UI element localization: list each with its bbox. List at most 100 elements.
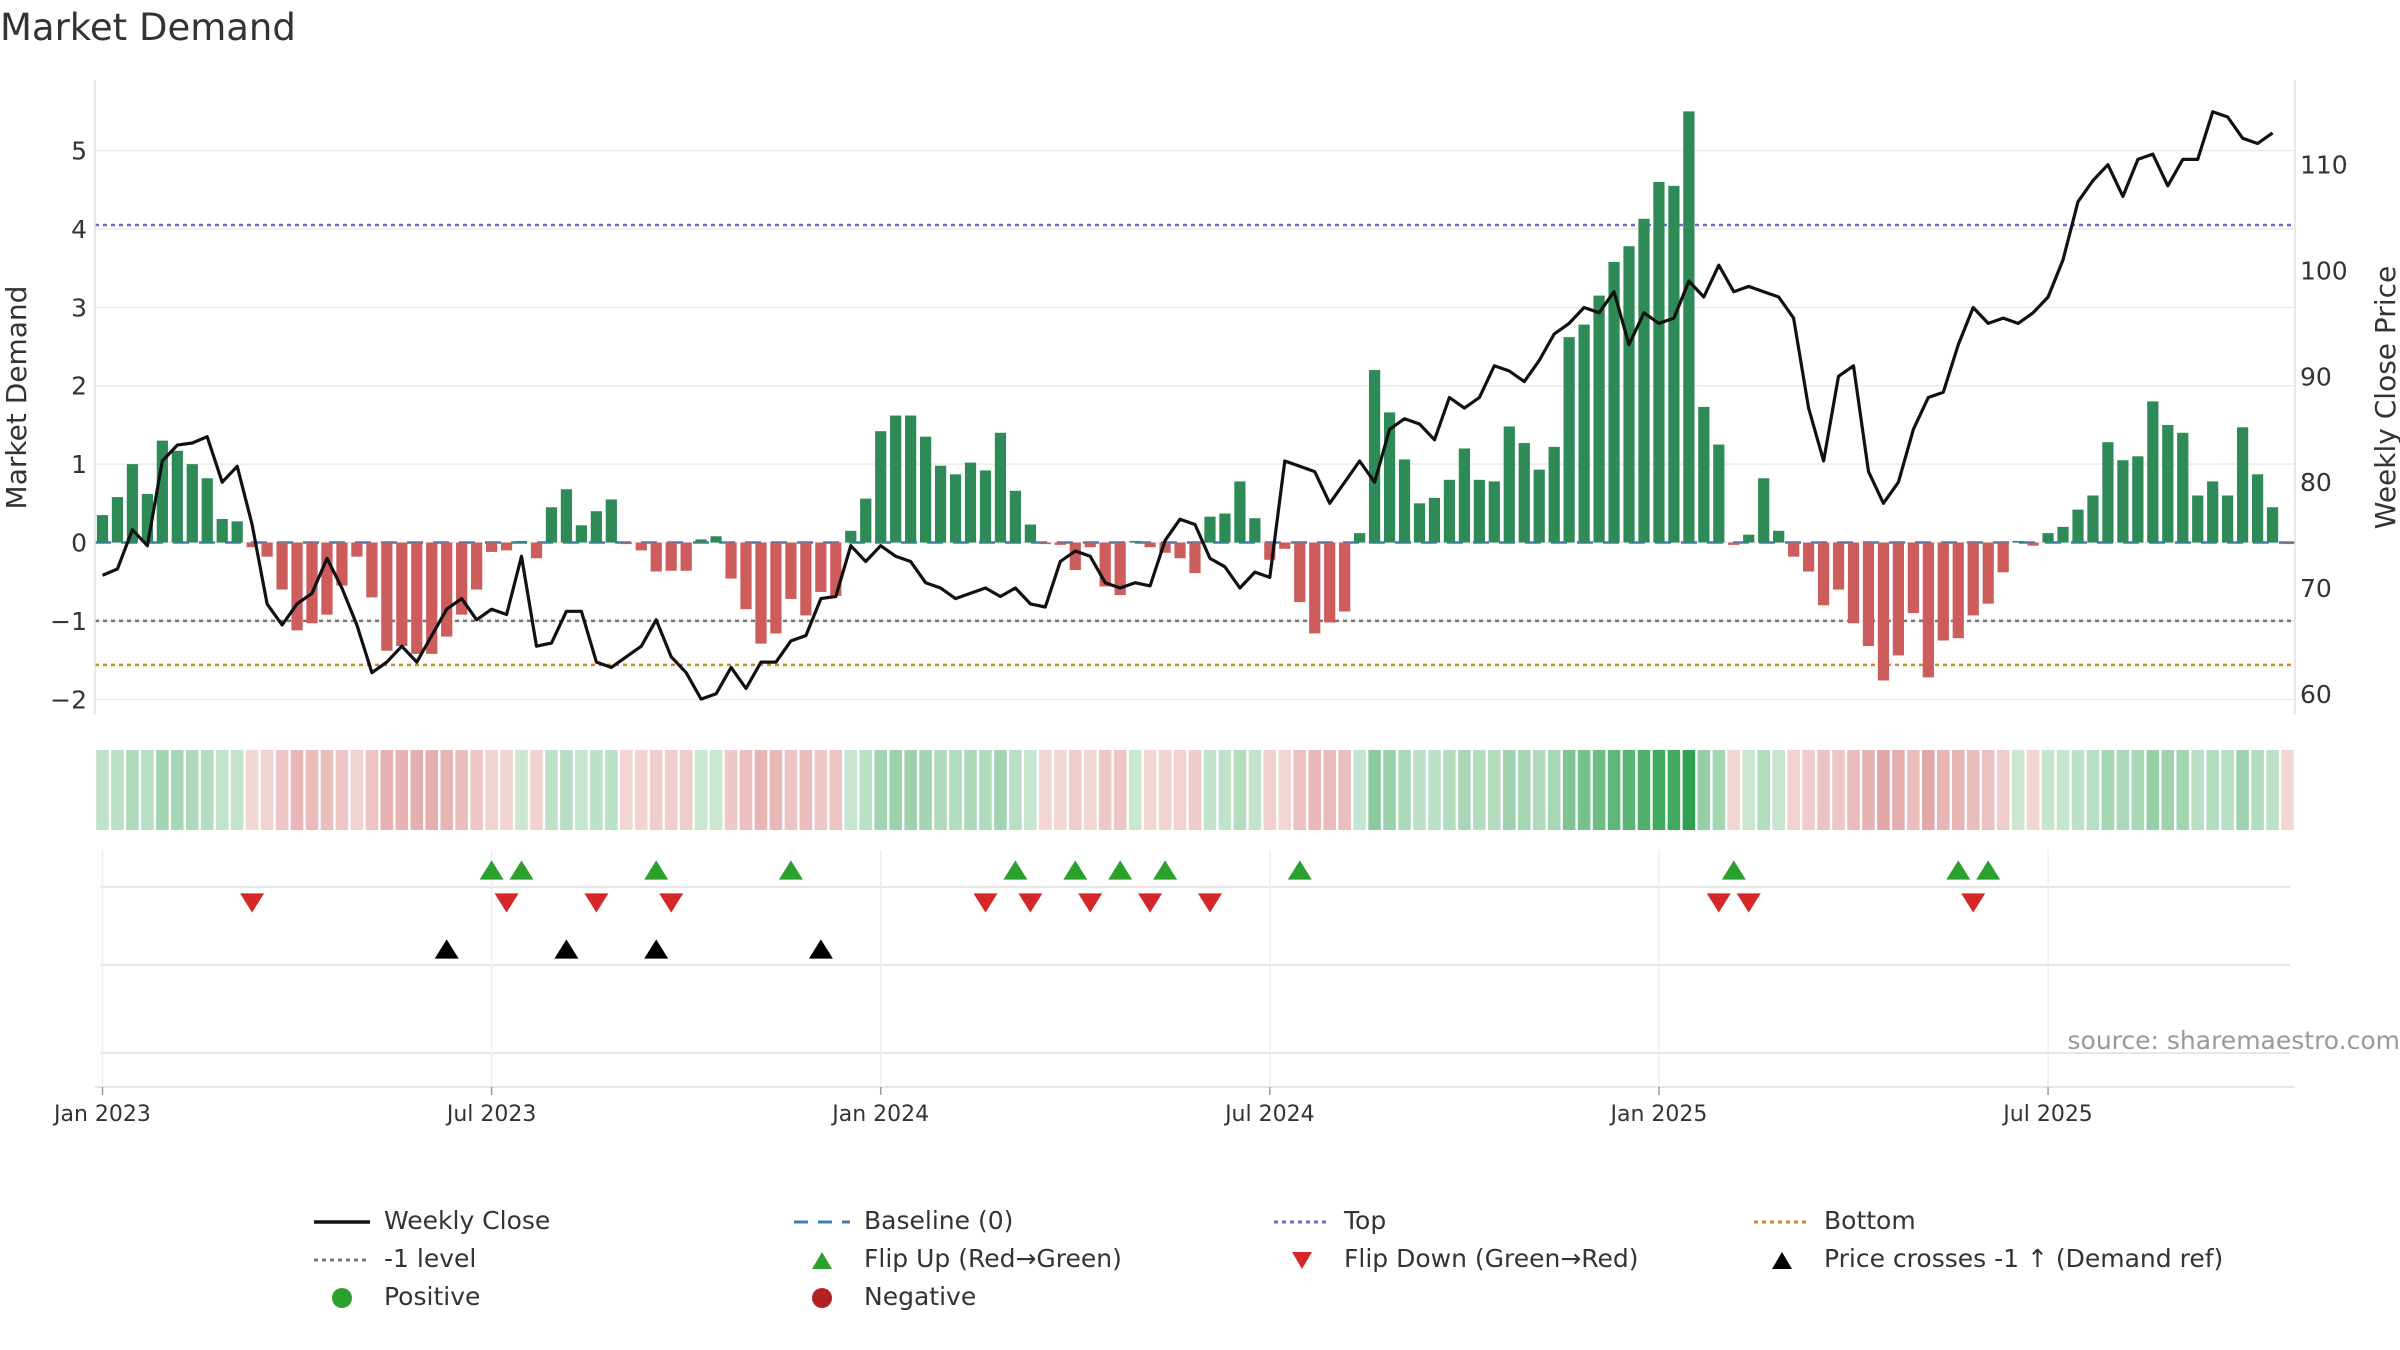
demand-bar xyxy=(1847,542,1860,624)
flip-up-marker xyxy=(1003,860,1028,880)
heat-cell xyxy=(2086,750,2100,830)
heat-cell xyxy=(290,750,304,830)
heat-cell xyxy=(560,750,573,830)
heat-cell xyxy=(1323,750,1336,830)
demand-bar xyxy=(1593,295,1605,543)
y-right-tick-label: 100 xyxy=(2300,257,2348,286)
demand-bar xyxy=(381,542,393,651)
demand-bar xyxy=(620,542,632,545)
price-cross-marker xyxy=(808,939,833,959)
demand-bar xyxy=(456,542,468,615)
demand-bar xyxy=(2281,542,2294,545)
demand-bar xyxy=(2266,507,2279,543)
demand-bar xyxy=(1039,542,1051,545)
heat-cell xyxy=(410,750,424,830)
heat-cell xyxy=(335,750,349,830)
legend-label: Flip Down (Green→Red) xyxy=(1344,1244,1639,1273)
demand-bar xyxy=(1533,469,1545,543)
heat-cell xyxy=(1398,750,1411,830)
heat-cell xyxy=(1802,750,1815,830)
heat-cell xyxy=(1637,750,1651,830)
heat-cell xyxy=(1667,750,1681,830)
heat-cell xyxy=(500,750,513,830)
heat-cell xyxy=(1173,750,1187,830)
demand-bar xyxy=(725,542,737,579)
demand-bar xyxy=(1683,111,1695,543)
demand-bar xyxy=(396,542,408,647)
heat-cell xyxy=(1353,750,1366,830)
heat-cell xyxy=(919,750,932,830)
heat-cell xyxy=(1547,750,1561,830)
demand-bar xyxy=(1937,542,1949,641)
demand-bar xyxy=(1144,542,1156,548)
heat-cell xyxy=(1832,750,1845,830)
demand-bar xyxy=(845,530,857,543)
legend-triangle-up xyxy=(812,1252,832,1269)
demand-bar xyxy=(1159,542,1171,553)
demand-bar xyxy=(1339,542,1351,612)
x-tick-label: Jan 2025 xyxy=(1608,1102,1707,1127)
chart-title: Market Demand xyxy=(0,6,296,49)
heat-cell xyxy=(994,750,1007,830)
price-cross-marker xyxy=(554,939,579,959)
demand-bar xyxy=(1189,542,1201,574)
heat-cell xyxy=(380,750,394,830)
demand-bar xyxy=(1563,337,1575,543)
heat-cell xyxy=(1951,750,1965,830)
demand-bar xyxy=(2237,427,2249,543)
demand-bar xyxy=(500,542,513,551)
legend-label: Weekly Close xyxy=(384,1206,551,1235)
demand-bar xyxy=(261,542,273,557)
axes: −2 −1 0 1 2 3 4 5 60 70 80 90 100 110 Market Demand Wee… xyxy=(0,80,2400,1127)
demand-bar xyxy=(1368,370,1381,543)
heat-cell xyxy=(260,750,274,830)
heat-cell xyxy=(1203,750,1217,830)
legend-symbol xyxy=(812,1288,832,1308)
heat-cell xyxy=(1517,750,1531,830)
demand-bar xyxy=(1817,542,1830,606)
legend-symbol xyxy=(1754,1220,1810,1224)
heat-cell xyxy=(1473,750,1486,830)
demand-bar xyxy=(1503,426,1515,543)
flip-down-marker xyxy=(240,893,265,913)
demand-bar xyxy=(471,542,483,590)
legend-triangle-up xyxy=(1772,1252,1792,1269)
flip-up-marker xyxy=(1946,860,1971,880)
heat-cell xyxy=(1308,750,1322,830)
demand-bar xyxy=(2117,460,2129,543)
demand-bar xyxy=(994,432,1007,543)
heat-cell xyxy=(440,750,453,830)
demand-bar xyxy=(1249,518,1261,543)
heat-cell xyxy=(2236,750,2249,830)
heat-cell xyxy=(171,750,184,830)
y-left-tick-label: 1 xyxy=(71,450,87,479)
heat-cell xyxy=(1083,750,1097,830)
y-right-axis-title: Weekly Close Price xyxy=(2369,266,2400,529)
demand-bar xyxy=(1952,542,1964,639)
demand-bar xyxy=(1608,261,1620,543)
demand-bar xyxy=(979,470,992,543)
demand-bar xyxy=(1129,540,1141,543)
price-line-group xyxy=(101,110,2274,701)
y-right-tick-label: 70 xyxy=(2300,574,2332,603)
heat-cell xyxy=(1727,750,1741,830)
heat-cell xyxy=(904,750,917,830)
heat-cell xyxy=(320,750,334,830)
heat-cell xyxy=(350,750,364,830)
demand-bar xyxy=(276,542,288,590)
demand-bar xyxy=(1862,542,1875,647)
heat-cell xyxy=(1503,750,1516,830)
heat-cell xyxy=(275,750,289,830)
demand-bar xyxy=(441,542,453,637)
heat-cell xyxy=(470,750,483,830)
demand-bar xyxy=(231,521,243,543)
demand-bar xyxy=(1518,442,1530,543)
heat-cell xyxy=(1098,750,1112,830)
heat-cell xyxy=(1562,750,1576,830)
demand-bar xyxy=(920,436,932,543)
heat-cell xyxy=(694,750,708,830)
demand-bar xyxy=(1623,246,1635,543)
demand-bar xyxy=(485,542,498,552)
demand-bar xyxy=(1428,497,1441,543)
heat-cell xyxy=(1428,750,1441,830)
